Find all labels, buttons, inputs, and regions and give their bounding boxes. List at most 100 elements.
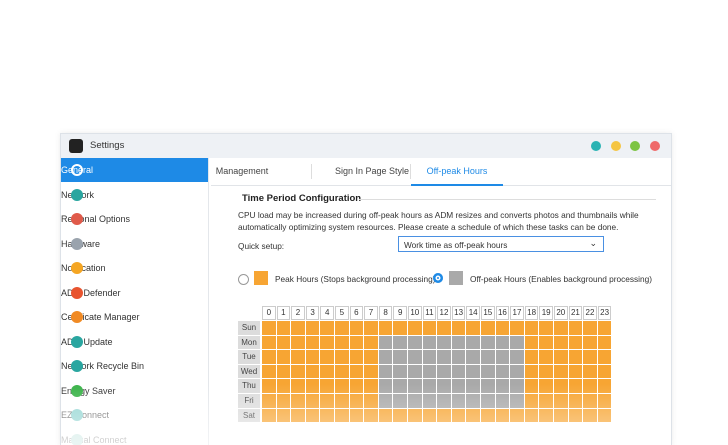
sidebar-item[interactable]: Network bbox=[61, 183, 208, 207]
schedule-cell[interactable] bbox=[335, 335, 349, 350]
schedule-cell[interactable] bbox=[305, 350, 320, 364]
sidebar-item[interactable]: Hardware bbox=[61, 232, 208, 256]
window-button[interactable] bbox=[611, 141, 621, 151]
schedule-cell[interactable] bbox=[466, 335, 480, 350]
schedule-cell[interactable] bbox=[539, 335, 553, 350]
schedule-cell[interactable] bbox=[597, 321, 612, 335]
schedule-cell[interactable] bbox=[422, 364, 437, 379]
schedule-cell[interactable] bbox=[481, 335, 495, 350]
schedule-cell[interactable] bbox=[466, 321, 480, 335]
schedule-cell[interactable] bbox=[451, 350, 466, 364]
schedule-cell[interactable] bbox=[597, 350, 612, 364]
schedule-cell[interactable] bbox=[393, 350, 407, 364]
schedule-cell[interactable] bbox=[437, 321, 451, 335]
radio-peak[interactable] bbox=[238, 274, 249, 285]
tab[interactable]: Sign In Page Style bbox=[334, 166, 410, 176]
schedule-cell[interactable] bbox=[568, 350, 583, 364]
schedule-cell[interactable] bbox=[466, 364, 480, 379]
radio-offpeak[interactable] bbox=[433, 273, 443, 283]
schedule-cell[interactable] bbox=[437, 335, 451, 350]
schedule-cell[interactable] bbox=[466, 350, 480, 364]
schedule-cell[interactable] bbox=[364, 335, 378, 350]
schedule-cell[interactable] bbox=[524, 350, 539, 364]
schedule-cell[interactable] bbox=[320, 335, 334, 350]
schedule-cell[interactable] bbox=[437, 364, 451, 379]
schedule-cell[interactable] bbox=[335, 364, 349, 379]
schedule-cell[interactable] bbox=[451, 321, 466, 335]
schedule-cell[interactable] bbox=[451, 335, 466, 350]
schedule-cell[interactable] bbox=[495, 350, 510, 364]
sidebar-item[interactable]: General bbox=[61, 158, 208, 182]
schedule-cell[interactable] bbox=[510, 321, 524, 335]
schedule-cell[interactable] bbox=[364, 364, 378, 379]
schedule-cell[interactable] bbox=[349, 335, 364, 350]
tab[interactable]: Off-peak Hours bbox=[411, 158, 503, 186]
schedule-cell[interactable] bbox=[583, 335, 597, 350]
schedule-cell[interactable] bbox=[568, 335, 583, 350]
schedule-cell[interactable] bbox=[568, 321, 583, 335]
schedule-cell[interactable] bbox=[305, 364, 320, 379]
schedule-cell[interactable] bbox=[320, 321, 334, 335]
schedule-cell[interactable] bbox=[262, 364, 276, 379]
schedule-cell[interactable] bbox=[408, 350, 422, 364]
schedule-cell[interactable] bbox=[335, 321, 349, 335]
quick-setup-dropdown[interactable]: Work time as off-peak hours ⌄ bbox=[398, 236, 604, 252]
schedule-cell[interactable] bbox=[291, 321, 305, 335]
schedule-cell[interactable] bbox=[524, 335, 539, 350]
sidebar-item[interactable]: Notification bbox=[61, 256, 208, 280]
schedule-cell[interactable] bbox=[378, 350, 393, 364]
schedule-cell[interactable] bbox=[378, 321, 393, 335]
schedule-cell[interactable] bbox=[451, 364, 466, 379]
schedule-cell[interactable] bbox=[583, 364, 597, 379]
schedule-cell[interactable] bbox=[349, 364, 364, 379]
schedule-cell[interactable] bbox=[597, 364, 612, 379]
schedule-cell[interactable] bbox=[554, 350, 568, 364]
schedule-cell[interactable] bbox=[481, 321, 495, 335]
schedule-cell[interactable] bbox=[408, 364, 422, 379]
schedule-cell[interactable] bbox=[335, 350, 349, 364]
sidebar-item[interactable]: Regional Options bbox=[61, 207, 208, 231]
schedule-cell[interactable] bbox=[262, 350, 276, 364]
tab[interactable]: Management bbox=[215, 166, 269, 176]
schedule-cell[interactable] bbox=[291, 364, 305, 379]
schedule-cell[interactable] bbox=[524, 321, 539, 335]
schedule-cell[interactable] bbox=[393, 335, 407, 350]
schedule-cell[interactable] bbox=[378, 364, 393, 379]
schedule-cell[interactable] bbox=[291, 350, 305, 364]
schedule-cell[interactable] bbox=[539, 350, 553, 364]
schedule-cell[interactable] bbox=[393, 364, 407, 379]
schedule-cell[interactable] bbox=[510, 335, 524, 350]
schedule-cell[interactable] bbox=[262, 335, 276, 350]
schedule-cell[interactable] bbox=[408, 335, 422, 350]
sidebar-item[interactable]: ADM Defender bbox=[61, 281, 208, 305]
window-button[interactable] bbox=[591, 141, 601, 151]
schedule-cell[interactable] bbox=[276, 335, 291, 350]
schedule-cell[interactable] bbox=[481, 350, 495, 364]
schedule-cell[interactable] bbox=[597, 335, 612, 350]
schedule-cell[interactable] bbox=[291, 335, 305, 350]
schedule-cell[interactable] bbox=[305, 321, 320, 335]
schedule-cell[interactable] bbox=[320, 350, 334, 364]
schedule-cell[interactable] bbox=[510, 364, 524, 379]
schedule-cell[interactable] bbox=[583, 350, 597, 364]
schedule-cell[interactable] bbox=[393, 321, 407, 335]
schedule-cell[interactable] bbox=[305, 335, 320, 350]
schedule-cell[interactable] bbox=[422, 350, 437, 364]
schedule-cell[interactable] bbox=[568, 364, 583, 379]
window-button[interactable] bbox=[650, 141, 660, 151]
schedule-cell[interactable] bbox=[481, 364, 495, 379]
schedule-cell[interactable] bbox=[262, 321, 276, 335]
schedule-cell[interactable] bbox=[364, 350, 378, 364]
schedule-cell[interactable] bbox=[378, 335, 393, 350]
window-button[interactable] bbox=[630, 141, 640, 151]
schedule-cell[interactable] bbox=[524, 364, 539, 379]
schedule-cell[interactable] bbox=[364, 321, 378, 335]
schedule-cell[interactable] bbox=[539, 364, 553, 379]
schedule-cell[interactable] bbox=[276, 364, 291, 379]
schedule-cell[interactable] bbox=[495, 364, 510, 379]
schedule-cell[interactable] bbox=[554, 364, 568, 379]
schedule-cell[interactable] bbox=[437, 350, 451, 364]
schedule-cell[interactable] bbox=[554, 335, 568, 350]
schedule-cell[interactable] bbox=[495, 335, 510, 350]
schedule-cell[interactable] bbox=[349, 350, 364, 364]
